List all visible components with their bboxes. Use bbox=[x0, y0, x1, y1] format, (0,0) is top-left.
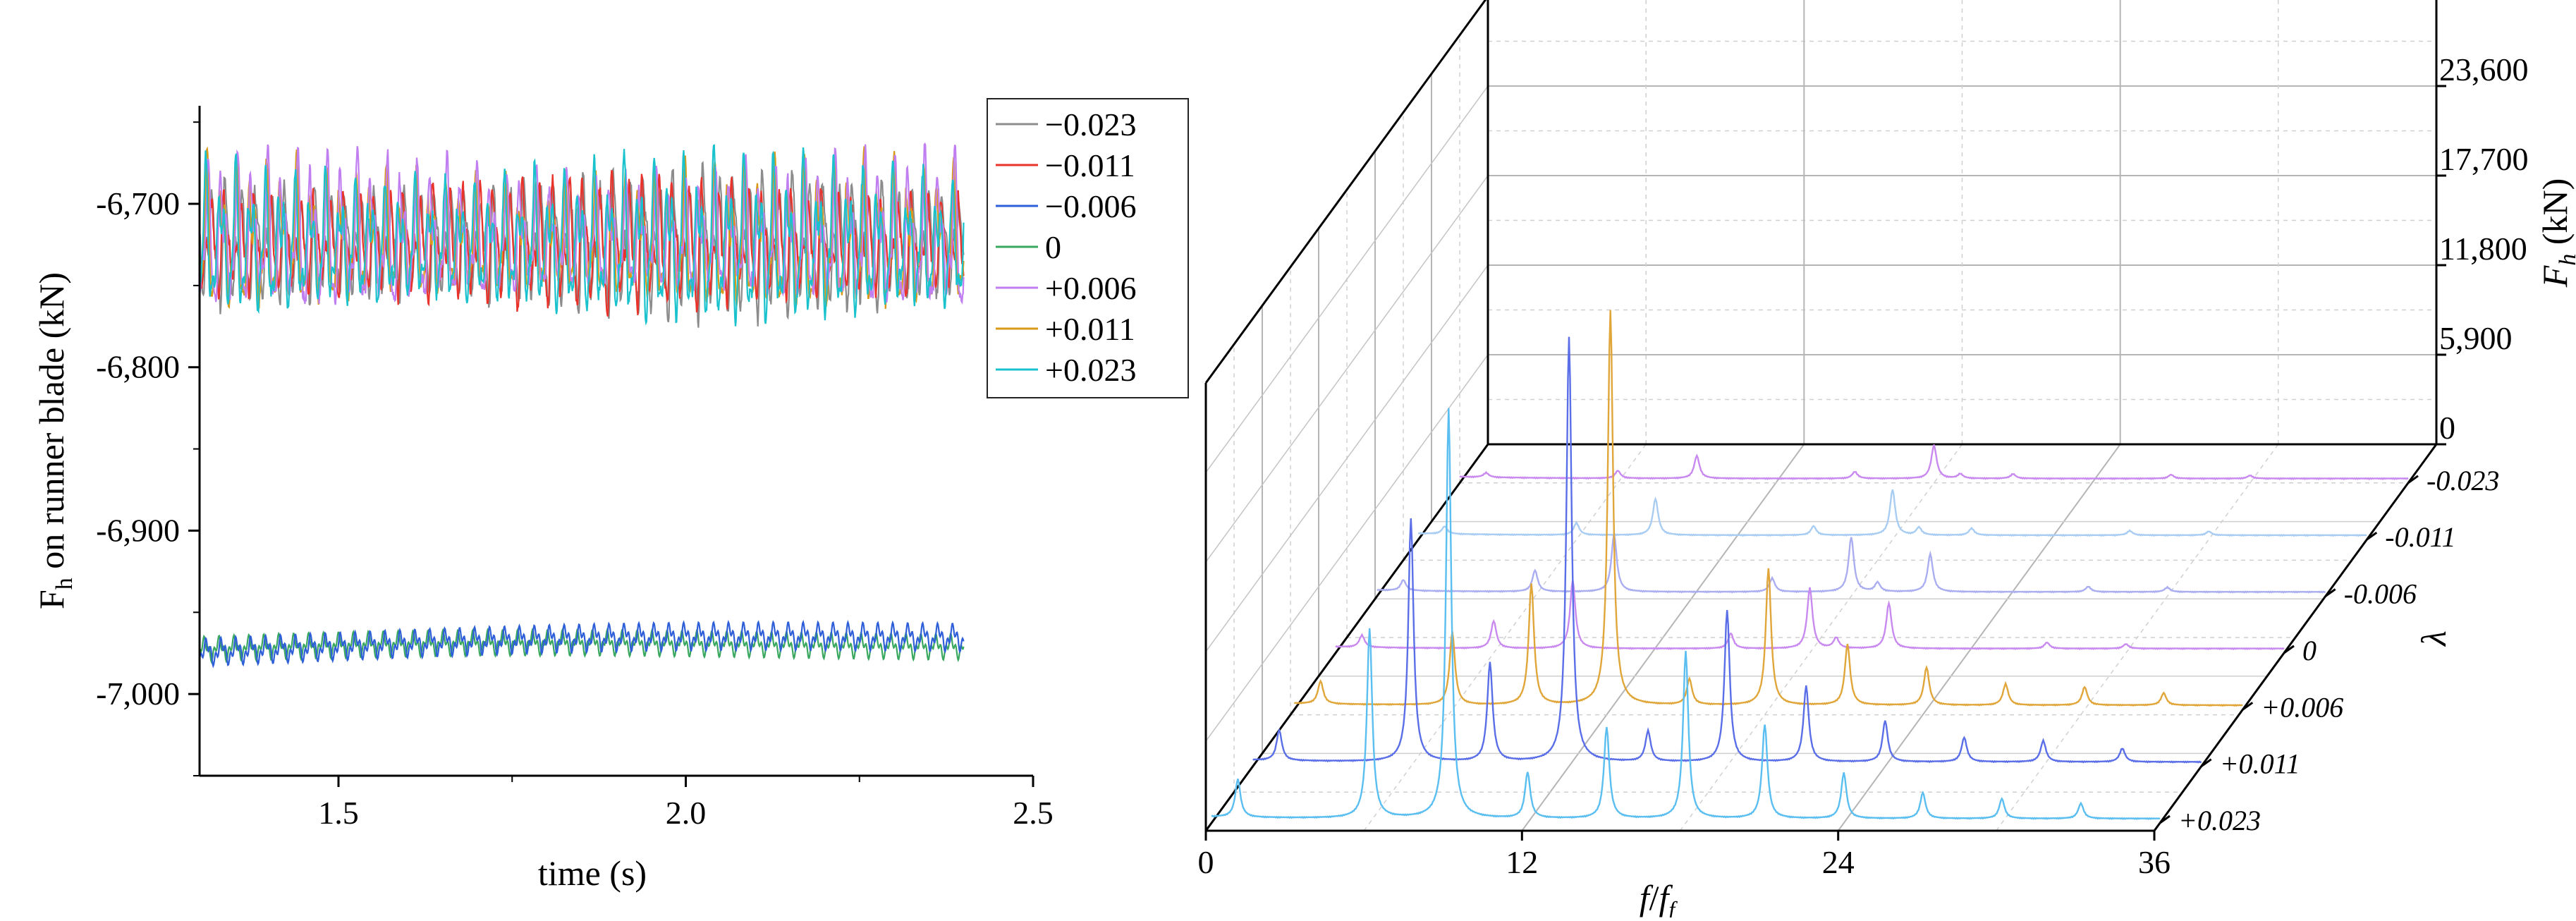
spectrum-series-2 bbox=[1377, 534, 2326, 592]
right-z-tick-label: 11,800 bbox=[2439, 231, 2527, 267]
right-depth-label: +0.006 bbox=[2261, 691, 2343, 723]
legend-label: +0.006 bbox=[1045, 270, 1136, 306]
right-x-tick-label: 36 bbox=[2138, 844, 2171, 880]
right-series bbox=[1211, 310, 2408, 819]
right-chart: 012243605,90011,80017,70023,60029,500-0.… bbox=[1198, 0, 2576, 917]
right-x-tick-label: 24 bbox=[1822, 844, 1855, 880]
right-y-axis-title: λ bbox=[2414, 630, 2453, 647]
left-wall-horizontal-gridline bbox=[1206, 176, 1488, 562]
right-frame bbox=[1206, 0, 2436, 831]
left-chart: 1.5 2.0 2.5 -6,700 -6,800 -6,900 -7,000 time (… bbox=[32, 99, 1188, 893]
right-z-tick-label: 0 bbox=[2439, 410, 2455, 446]
left-x-tick-label: 1.5 bbox=[318, 795, 359, 831]
legend-label: +0.023 bbox=[1045, 352, 1136, 388]
legend-label: −0.023 bbox=[1045, 106, 1136, 142]
left-x-tick-label: 2.5 bbox=[1013, 795, 1054, 831]
right-z-axis-title: Fh (kN) bbox=[2535, 178, 2576, 288]
right-depth-label: 0 bbox=[2302, 635, 2316, 666]
right-x-tick-label: 12 bbox=[1506, 844, 1538, 880]
frame-edge bbox=[1206, 0, 1488, 383]
left-plot-area bbox=[200, 144, 964, 666]
right-grid bbox=[1206, 0, 2436, 831]
legend-label: 0 bbox=[1045, 229, 1061, 265]
spectrum-series-6 bbox=[1211, 408, 2160, 819]
spectrum-series-4 bbox=[1294, 310, 2242, 706]
right-depth-label: -0.006 bbox=[2344, 578, 2417, 610]
spectrum-series-0 bbox=[1460, 445, 2408, 480]
left-x-axis-title: time (s) bbox=[538, 853, 647, 893]
legend-label: −0.006 bbox=[1045, 188, 1136, 224]
legend-label: +0.011 bbox=[1045, 311, 1135, 347]
left-y-axis-title: Fh on runner blade (kN) bbox=[32, 272, 78, 609]
right-depth-label: +0.011 bbox=[2220, 748, 2300, 780]
left-series-2 bbox=[200, 622, 964, 666]
right-x-tick-label: 0 bbox=[1198, 844, 1214, 880]
right-z-tick-label: 5,900 bbox=[2439, 320, 2513, 356]
legend-label: −0.011 bbox=[1045, 147, 1135, 183]
right-z-tick-label: 23,600 bbox=[2439, 51, 2529, 87]
right-x-axis-title: f/ff bbox=[1640, 878, 1678, 917]
right-depth-label: +0.023 bbox=[2178, 805, 2261, 836]
right-depth-label: -0.011 bbox=[2385, 521, 2455, 553]
spectrum-series-1 bbox=[1418, 489, 2367, 536]
left-y-tick-label: -7,000 bbox=[96, 676, 180, 712]
right-depth-label: -0.023 bbox=[2427, 465, 2499, 496]
right-z-tick-label: 17,700 bbox=[2439, 141, 2529, 177]
left-y-tick-label: -6,700 bbox=[96, 185, 180, 221]
left-y-tick-label: -6,800 bbox=[96, 349, 180, 385]
left-x-tick-label: 2.0 bbox=[666, 795, 707, 831]
left-y-tick-label: -6,900 bbox=[96, 512, 180, 548]
legend: −0.023 −0.011 −0.006 0 +0.006 +0.011 +0.023 bbox=[987, 99, 1188, 398]
